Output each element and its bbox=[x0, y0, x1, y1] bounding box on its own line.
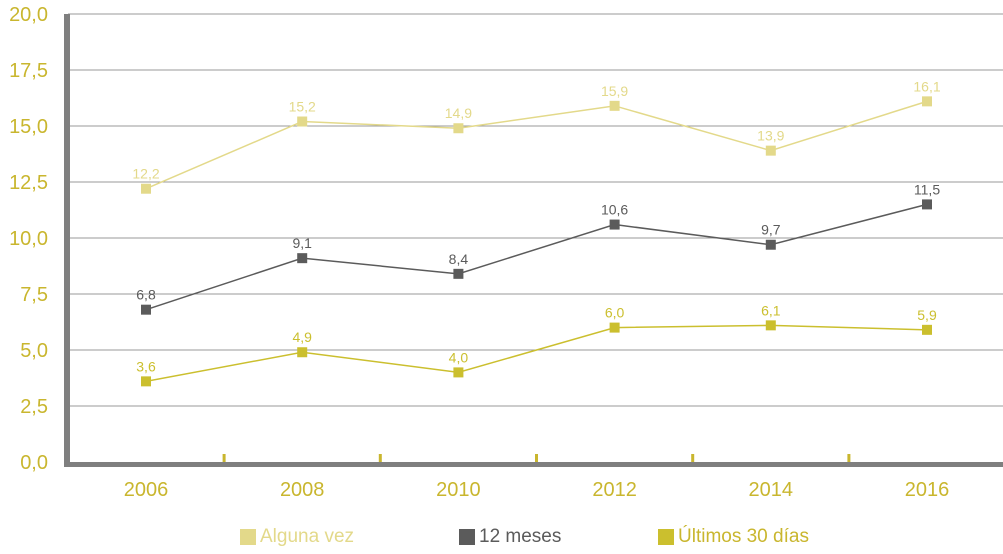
legend-item-alguna-vez: Alguna vez bbox=[240, 526, 354, 548]
y-axis-ticks: 0,0 2,5 5,0 7,5 10,0 12,5 15,0 17,5 20,0 bbox=[9, 4, 48, 474]
axes bbox=[64, 14, 1003, 467]
x-tick-mark bbox=[691, 454, 695, 462]
series-2: 3,6 4,9 4,0 6,0 6,1 5,9 bbox=[136, 302, 937, 387]
data-label: 12,2 bbox=[132, 166, 159, 182]
data-label: 6,1 bbox=[761, 302, 781, 318]
data-label: 6,8 bbox=[136, 287, 156, 303]
legend-label-12-meses: 12 meses bbox=[479, 526, 562, 547]
y-tick-label: 2,5 bbox=[20, 396, 48, 418]
y-tick-label: 20,0 bbox=[9, 4, 48, 26]
data-label: 4,9 bbox=[292, 329, 312, 345]
y-tick-label: 15,0 bbox=[9, 116, 48, 138]
data-label: 15,2 bbox=[289, 99, 316, 115]
data-point bbox=[141, 304, 151, 315]
legend-label-alguna-vez: Alguna vez bbox=[260, 526, 355, 547]
x-tick-mark bbox=[535, 454, 538, 462]
series-line bbox=[145, 100, 928, 190]
line-chart: 0,02,55,07,510,012,515,017,520,0 2006 200… bbox=[9, 4, 1003, 501]
x-tick-mark bbox=[378, 454, 382, 462]
series-1: 6,8 9,1 8,4 10,6 9,7 11,5 bbox=[136, 181, 940, 315]
data-point bbox=[765, 239, 776, 250]
data-point bbox=[453, 123, 464, 134]
y-tick-label: 10,0 bbox=[9, 228, 48, 250]
data-label: 6,0 bbox=[605, 305, 625, 321]
y-tick-label: 12,5 bbox=[9, 172, 48, 194]
legend-swatch-12-meses bbox=[459, 529, 475, 545]
x-tick-label: 2006 bbox=[124, 479, 169, 501]
data-point bbox=[453, 268, 464, 279]
gridlines bbox=[68, 13, 1003, 407]
y-tick-label: 17,5 bbox=[9, 60, 48, 82]
series-0: 12,2 15,2 14,9 15,9 13,9 16,1 bbox=[132, 78, 941, 194]
data-label: 8,4 bbox=[449, 251, 469, 267]
data-point bbox=[765, 145, 776, 156]
data-label: 10,6 bbox=[601, 202, 628, 218]
data-label: 15,9 bbox=[601, 83, 628, 99]
x-tick-label: 2012 bbox=[592, 479, 637, 501]
data-label: 16,1 bbox=[913, 78, 940, 94]
data-point bbox=[609, 322, 620, 333]
data-label: 3,6 bbox=[136, 358, 156, 374]
data-label: 14,9 bbox=[445, 105, 472, 121]
y-tick-label: 0,0 bbox=[20, 452, 48, 474]
series-group: 12,2 15,2 14,9 15,9 13,9 16,1 6,8 9,1 8,4 10,6 9,7… bbox=[132, 78, 941, 387]
data-label: 9,7 bbox=[761, 222, 781, 238]
data-point bbox=[609, 100, 620, 111]
x-tick-label: 2008 bbox=[280, 479, 325, 501]
legend-swatch-ultimos-30-dias bbox=[658, 529, 674, 545]
data-point bbox=[453, 367, 464, 378]
x-tick-label: 2010 bbox=[436, 479, 481, 501]
legend-item-12-meses: 12 meses bbox=[459, 526, 561, 548]
x-axis-ticks: 2006 2008 2010 2012 2014 2016 bbox=[124, 454, 950, 501]
x-tick-label: 2016 bbox=[905, 479, 950, 501]
series-line bbox=[145, 324, 928, 383]
data-point bbox=[765, 320, 776, 331]
data-label: 4,0 bbox=[449, 349, 469, 365]
series-line bbox=[145, 203, 928, 311]
data-point bbox=[141, 183, 151, 194]
x-axis-line bbox=[64, 462, 1003, 467]
data-label: 13,9 bbox=[757, 128, 784, 144]
data-point bbox=[922, 324, 932, 335]
y-axis-line bbox=[64, 14, 70, 467]
data-label: 5,9 bbox=[917, 307, 937, 323]
data-label: 11,5 bbox=[914, 181, 940, 197]
x-tick-mark bbox=[222, 454, 226, 462]
legend-item-ultimos-30-dias: Últimos 30 días bbox=[658, 526, 809, 548]
data-point bbox=[922, 199, 932, 210]
data-point bbox=[922, 96, 932, 107]
data-point bbox=[141, 376, 151, 387]
x-tick-mark bbox=[847, 454, 851, 462]
data-point bbox=[297, 116, 308, 127]
legend-swatch-alguna-vez bbox=[240, 529, 256, 545]
y-tick-label: 5,0 bbox=[20, 340, 48, 362]
legend-label-ultimos-30-dias: Últimos 30 días bbox=[678, 526, 809, 547]
data-point bbox=[609, 219, 620, 230]
y-tick-label: 7,5 bbox=[20, 284, 48, 306]
legend: Alguna vez 12 meses Últimos 30 días bbox=[0, 522, 1003, 554]
data-label: 9,1 bbox=[292, 235, 312, 251]
x-tick-label: 2014 bbox=[749, 479, 794, 501]
data-point bbox=[297, 347, 308, 358]
data-point bbox=[297, 253, 308, 264]
